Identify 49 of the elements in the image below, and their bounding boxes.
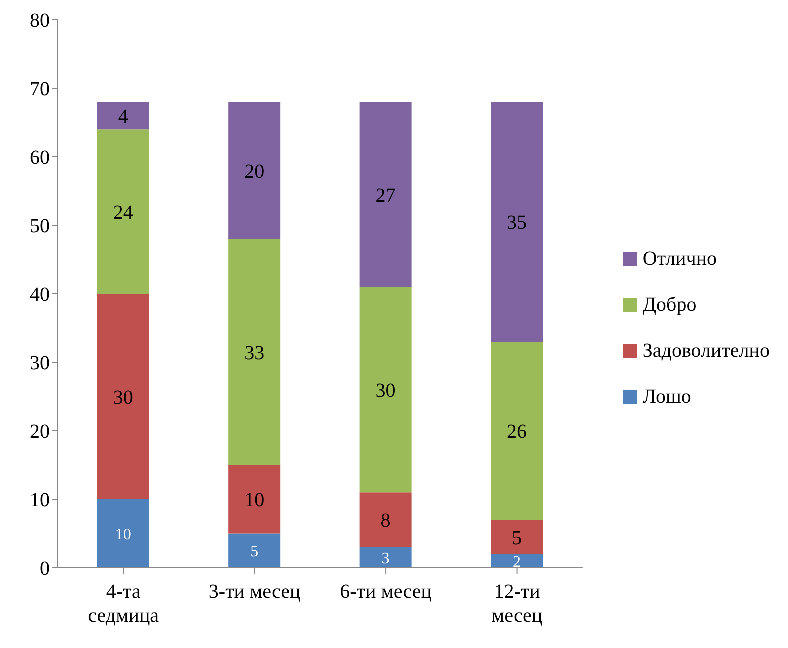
bar bbox=[97, 294, 150, 500]
data-label: 10 bbox=[244, 490, 265, 512]
y-tick-label: 0 bbox=[40, 558, 50, 580]
bar bbox=[97, 130, 150, 294]
legend-label: Задоволително bbox=[642, 340, 770, 362]
bar bbox=[228, 102, 281, 240]
y-tick-label: 60 bbox=[30, 147, 50, 170]
y-tick-label: 80 bbox=[30, 10, 50, 32]
data-label: 8 bbox=[380, 510, 391, 532]
data-label: 33 bbox=[244, 342, 265, 364]
data-label: 5 bbox=[512, 527, 522, 550]
legend-label: Добро bbox=[642, 294, 697, 316]
bar bbox=[228, 239, 281, 466]
x-tick-label: 4-та седмица bbox=[88, 581, 160, 627]
bar bbox=[97, 102, 150, 130]
bar bbox=[491, 102, 544, 342]
y-tick-label: 40 bbox=[30, 284, 50, 306]
y-tick-label: 50 bbox=[30, 216, 50, 238]
legend-label: Лошо bbox=[642, 386, 692, 408]
data-label: 35 bbox=[507, 212, 528, 234]
bar bbox=[360, 492, 412, 548]
data-label: 4 bbox=[118, 106, 128, 128]
y-tick-label: 10 bbox=[30, 490, 50, 512]
legend-label: Отлично bbox=[642, 248, 718, 270]
y-tick-label: 30 bbox=[30, 352, 50, 375]
x-tick-label: 12-ти месец bbox=[492, 581, 543, 627]
x-tick-label: 3-ти месец bbox=[208, 581, 302, 603]
bar bbox=[491, 520, 544, 554]
data-label: 30 bbox=[376, 380, 396, 402]
bar bbox=[360, 287, 412, 493]
data-label: 2 bbox=[513, 554, 522, 571]
bar bbox=[228, 465, 281, 534]
bar bbox=[491, 554, 544, 568]
bar bbox=[228, 534, 281, 568]
data-label: 10 bbox=[115, 526, 132, 544]
data-label: 24 bbox=[113, 202, 134, 224]
x-tick-label: 6-ти месец bbox=[340, 581, 432, 603]
data-label: 30 bbox=[113, 386, 134, 409]
data-label: 3 bbox=[382, 550, 390, 568]
data-label: 5 bbox=[250, 544, 259, 561]
data-label: 20 bbox=[244, 160, 265, 183]
y-tick-label: 20 bbox=[30, 421, 50, 444]
bar bbox=[491, 342, 544, 520]
data-label: 26 bbox=[507, 421, 528, 444]
data-label: 27 bbox=[376, 184, 396, 207]
y-tick-label: 70 bbox=[30, 78, 50, 101]
bar bbox=[97, 500, 150, 568]
bar bbox=[360, 547, 412, 568]
bar bbox=[360, 102, 412, 288]
